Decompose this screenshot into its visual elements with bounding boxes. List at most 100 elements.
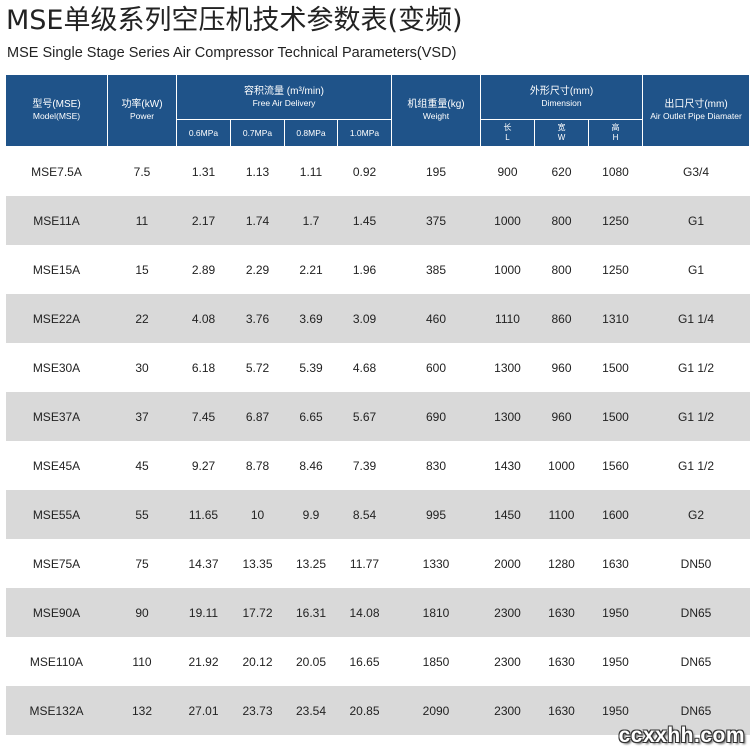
cell-power: 132	[107, 686, 177, 735]
cell-length: 1430	[480, 441, 535, 490]
table-row: MSE37A 37 7.45 6.87 6.65 5.67 690 1300 960 1500 G1…	[5, 392, 750, 441]
cell-power: 30	[107, 343, 177, 392]
cell-model: MSE132A	[5, 686, 108, 735]
cell-length: 1300	[480, 392, 535, 441]
cell-length: 2000	[480, 539, 535, 588]
cell-outlet: G1 1/2	[642, 392, 750, 441]
cell-weight: 2090	[391, 686, 481, 735]
cell-flow-07: 13.35	[230, 539, 285, 588]
cell-flow-10: 0.92	[337, 146, 392, 196]
cell-width: 1630	[534, 637, 589, 686]
cell-width: 620	[534, 146, 589, 196]
cell-width: 1630	[534, 686, 589, 735]
cell-flow-08: 2.21	[284, 245, 338, 294]
cell-flow-08: 16.31	[284, 588, 338, 637]
watermark: ccxxhh.com	[618, 724, 745, 747]
cell-outlet: G1 1/2	[642, 441, 750, 490]
cell-power: 45	[107, 441, 177, 490]
table-row: MSE11A 11 2.17 1.74 1.7 1.45 375 1000 800 1250 G1	[5, 196, 750, 245]
cell-width: 800	[534, 196, 589, 245]
header-weight: 机组重量(kg) Weight	[391, 74, 481, 147]
cell-outlet: G1	[642, 196, 750, 245]
cell-outlet: G3/4	[642, 146, 750, 196]
cell-width: 860	[534, 294, 589, 343]
cell-power: 7.5	[107, 146, 177, 196]
cell-height: 1080	[588, 146, 643, 196]
cell-power: 55	[107, 490, 177, 539]
cell-flow-10: 16.65	[337, 637, 392, 686]
cell-outlet: G1 1/4	[642, 294, 750, 343]
cell-height: 1500	[588, 343, 643, 392]
cell-model: MSE11A	[5, 196, 108, 245]
cell-flow-06: 9.27	[176, 441, 231, 490]
table-row: MSE45A 45 9.27 8.78 8.46 7.39 830 1430 1000 1560 G…	[5, 441, 750, 490]
cell-flow-08: 6.65	[284, 392, 338, 441]
cell-model: MSE37A	[5, 392, 108, 441]
cell-flow-07: 10	[230, 490, 285, 539]
cell-weight: 375	[391, 196, 481, 245]
cell-height: 1950	[588, 637, 643, 686]
cell-model: MSE30A	[5, 343, 108, 392]
table-row: MSE55A 55 11.65 10 9.9 8.54 995 1450 1100 1600 G2	[5, 490, 750, 539]
header-pressure-06: 0.6MPa	[176, 119, 231, 147]
cell-width: 1280	[534, 539, 589, 588]
header-dim-height: 高 H	[587, 119, 644, 147]
cell-flow-10: 1.45	[337, 196, 392, 245]
header-outlet: 出口尺寸(mm) Air Outlet Pipe Diamater	[642, 74, 751, 147]
cell-flow-06: 19.11	[176, 588, 231, 637]
cell-flow-08: 1.7	[284, 196, 338, 245]
cell-weight: 690	[391, 392, 481, 441]
cell-power: 37	[107, 392, 177, 441]
header-dim-width: 宽 W	[534, 119, 589, 147]
cell-length: 2300	[480, 637, 535, 686]
cell-length: 1000	[480, 196, 535, 245]
cell-length: 2300	[480, 588, 535, 637]
header-power: 功率(kW) Power	[107, 74, 177, 147]
cell-flow-06: 2.89	[176, 245, 231, 294]
cell-outlet: G1	[642, 245, 750, 294]
table-row: MSE30A 30 6.18 5.72 5.39 4.68 600 1300 960 1500 G1…	[5, 343, 750, 392]
cell-flow-07: 3.76	[230, 294, 285, 343]
cell-flow-07: 2.29	[230, 245, 285, 294]
cell-width: 1100	[534, 490, 589, 539]
cell-flow-10: 3.09	[337, 294, 392, 343]
cell-width: 800	[534, 245, 589, 294]
cell-model: MSE110A	[5, 637, 108, 686]
cell-flow-06: 2.17	[176, 196, 231, 245]
cell-height: 1630	[588, 539, 643, 588]
cell-flow-08: 20.05	[284, 637, 338, 686]
cell-weight: 460	[391, 294, 481, 343]
cell-flow-10: 7.39	[337, 441, 392, 490]
cell-width: 1000	[534, 441, 589, 490]
table-row: MSE132A 132 27.01 23.73 23.54 20.85 2090 2300 16…	[5, 686, 750, 735]
cell-length: 1450	[480, 490, 535, 539]
cell-flow-07: 1.74	[230, 196, 285, 245]
cell-outlet: DN65	[642, 637, 750, 686]
cell-flow-07: 5.72	[230, 343, 285, 392]
cell-outlet: G2	[642, 490, 750, 539]
cell-flow-10: 4.68	[337, 343, 392, 392]
cell-flow-08: 5.39	[284, 343, 338, 392]
table-row: MSE90A 90 19.11 17.72 16.31 14.08 1810 2300 1630…	[5, 588, 750, 637]
cell-power: 110	[107, 637, 177, 686]
cell-weight: 830	[391, 441, 481, 490]
table-row: MSE7.5A 7.5 1.31 1.13 1.11 0.92 195 900 620 1080 G…	[5, 146, 750, 196]
table-row: MSE110A 110 21.92 20.12 20.05 16.65 1850 2300 16…	[5, 637, 750, 686]
cell-flow-06: 21.92	[176, 637, 231, 686]
cell-weight: 1850	[391, 637, 481, 686]
cell-flow-07: 6.87	[230, 392, 285, 441]
cell-length: 2300	[480, 686, 535, 735]
cell-outlet: DN65	[642, 588, 750, 637]
cell-height: 1250	[588, 196, 643, 245]
cell-length: 900	[480, 146, 535, 196]
header-pressure-07: 0.7MPa	[230, 119, 285, 147]
cell-weight: 1810	[391, 588, 481, 637]
cell-height: 1950	[588, 588, 643, 637]
cell-weight: 995	[391, 490, 481, 539]
cell-height: 1310	[588, 294, 643, 343]
cell-model: MSE90A	[5, 588, 108, 637]
spec-table: 型号(MSE) Model(MSE) 功率(kW) Power 容积流量 (m³…	[5, 74, 751, 735]
cell-outlet: DN65	[642, 686, 750, 735]
cell-power: 11	[107, 196, 177, 245]
cell-flow-08: 8.46	[284, 441, 338, 490]
